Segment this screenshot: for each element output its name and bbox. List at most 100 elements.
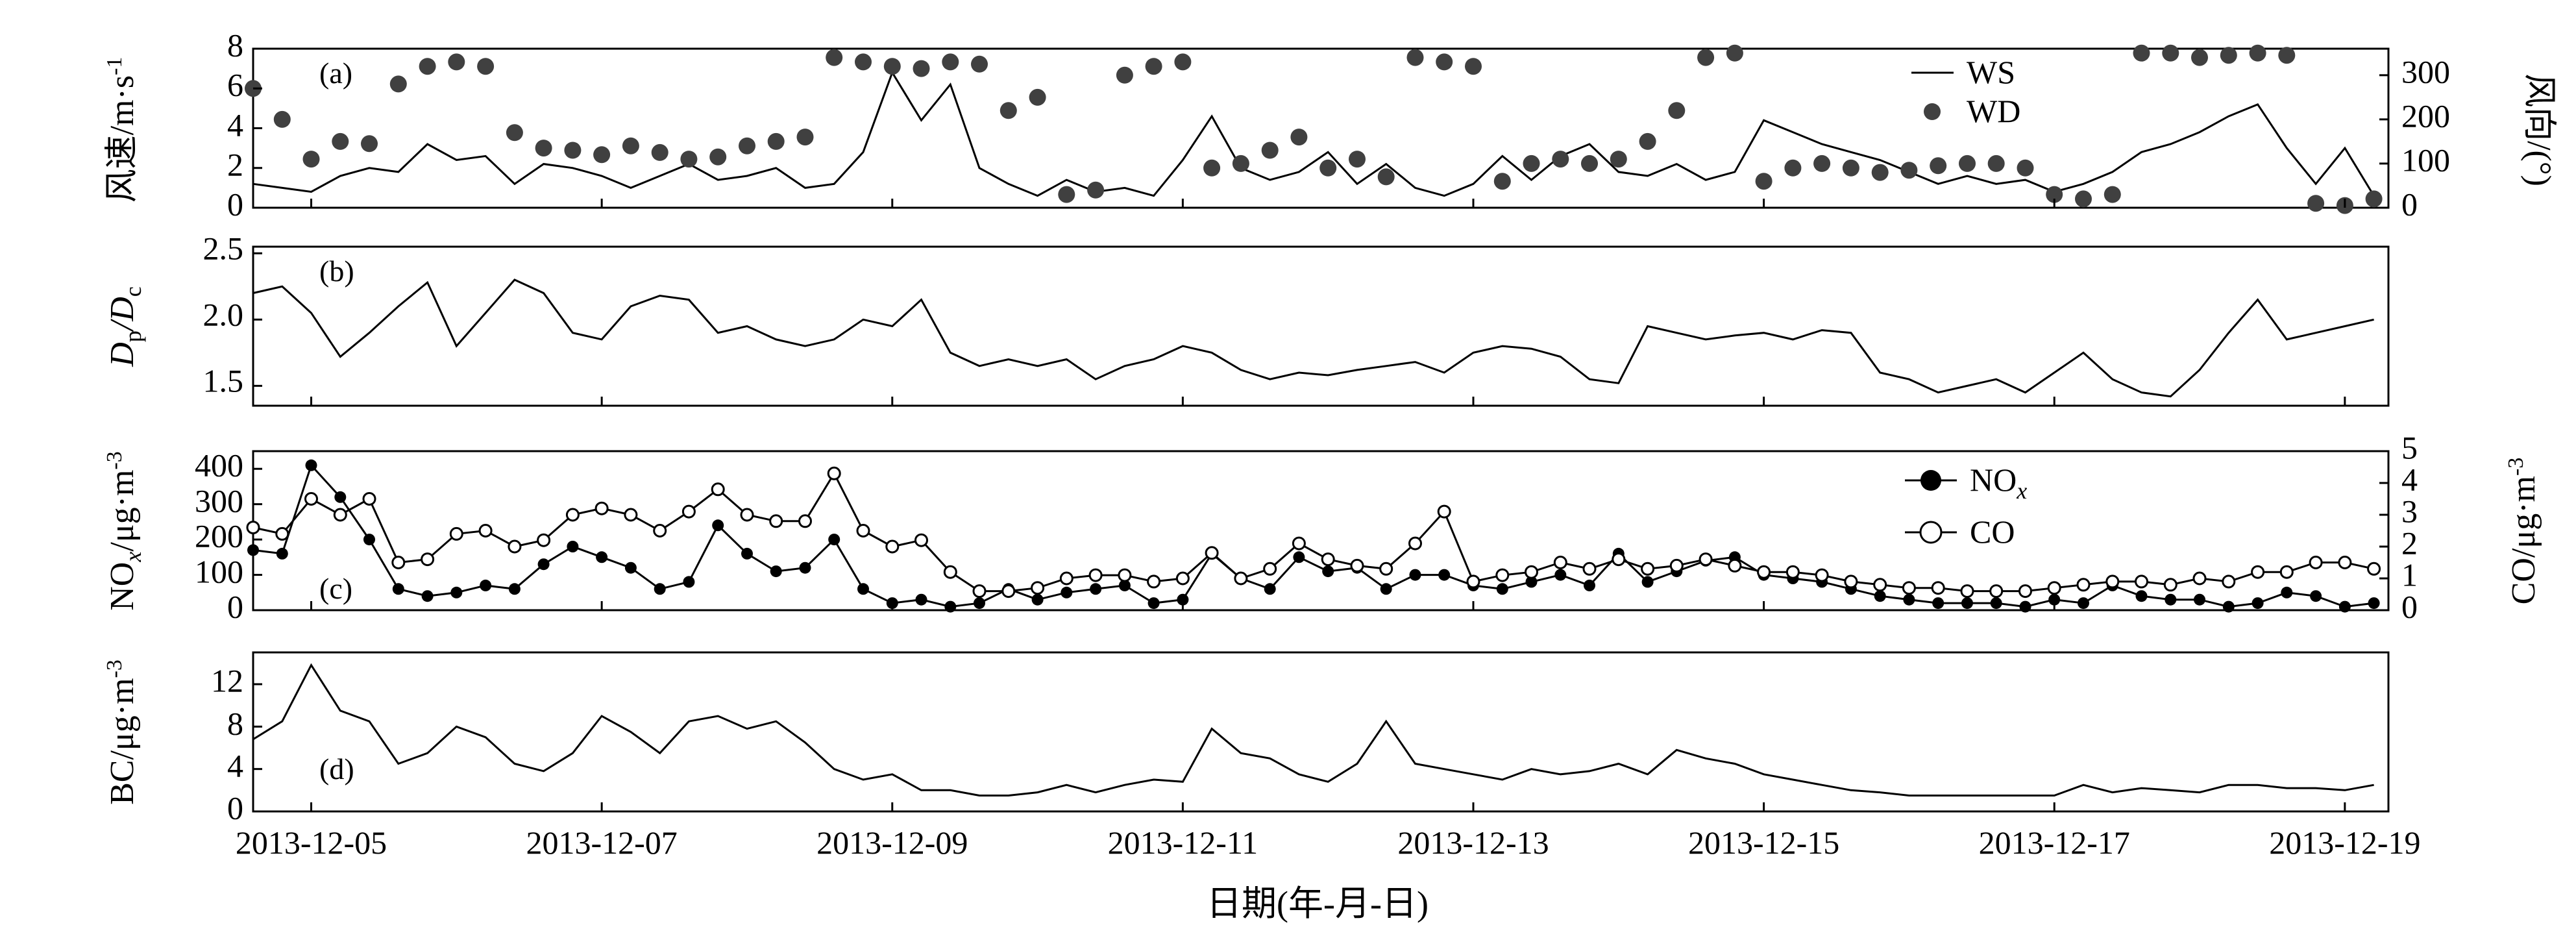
panel-a-ytick-right: 100 — [2401, 142, 2450, 178]
panel-c-co-marker — [304, 492, 318, 506]
panel-c-co-marker — [1960, 584, 1974, 599]
panel-a-ylabel-left: 风速/m·s-1 — [103, 57, 141, 203]
x-tick-label: 2013-12-15 — [1688, 824, 1839, 861]
panel-b: (b) 2.5 2.0 1.5 Dp/Dc — [104, 230, 2390, 407]
panel-c-co-marker — [2047, 581, 2061, 595]
panel-a-wd-marker — [651, 143, 669, 161]
panel-c-nox-marker — [1438, 569, 1451, 581]
panel-c-nox-marker — [944, 600, 957, 613]
panel-c-co-marker — [1408, 536, 1422, 550]
x-tick-label: 2013-12-13 — [1397, 824, 1549, 861]
panel-c-ylabel-left-sub: x — [120, 552, 146, 563]
panel-c-co-marker — [1525, 565, 1538, 579]
panel-c-nox-marker — [828, 534, 840, 546]
panel-c-co-marker — [798, 514, 812, 528]
x-tick-label: 2013-12-09 — [816, 824, 968, 861]
panel-a-wd-marker — [1523, 154, 1540, 172]
panel-c-ytick-right: 1 — [2401, 556, 2418, 593]
panel-c-co-marker — [1495, 568, 1510, 582]
panel-a-wd-marker — [1436, 53, 1453, 71]
panel-c-co-marker — [2163, 578, 2177, 592]
panel-c-nox-marker — [2165, 593, 2177, 606]
panel-c-co-marker — [653, 524, 667, 537]
legend-wd-swatch — [1924, 103, 1941, 120]
panel-d-series-line — [252, 663, 2374, 797]
panel-d-tag: (d) — [319, 752, 354, 785]
panel-c-co-marker — [769, 514, 783, 528]
panel-b-plot — [252, 252, 2374, 398]
panel-c-nox-marker — [712, 519, 724, 532]
x-tick-label: 2013-12-07 — [526, 824, 677, 861]
panel-a-wd-marker — [855, 53, 872, 71]
panel-c-nox-marker — [2194, 593, 2205, 606]
panel-c-nox-marker — [799, 562, 811, 574]
panel-a-wd-marker — [1261, 142, 1279, 159]
panel-d-ylabel: BC/μg·m-3 — [103, 660, 141, 805]
panel-c-ylabel-left-sup: -3 — [103, 451, 127, 469]
panel-a-wd-marker — [1174, 53, 1192, 71]
panel-c-nox-marker — [1990, 597, 2002, 610]
panel-c-nox-marker — [2368, 597, 2380, 610]
panel-a-wd-marker — [1058, 186, 1075, 203]
panel-a-wd-marker — [361, 135, 378, 153]
panel-c-co-marker — [1437, 504, 1451, 519]
panel-a-wd-marker — [2249, 44, 2266, 62]
panel-c-co-marker — [1989, 584, 2004, 599]
panel-a-wd-marker — [971, 55, 988, 73]
panel-c-co-marker — [1059, 571, 1073, 586]
panel-a-wd-marker — [942, 53, 959, 71]
panel-a-wd-marker — [1552, 151, 1569, 168]
panel-c-co-marker — [2105, 574, 2120, 589]
panel-c-nox-marker — [1409, 569, 1421, 581]
panel-a-wd-marker — [1145, 58, 1162, 75]
panel-a-wd-marker — [1842, 159, 1859, 177]
panel-c-nox-marker — [1031, 593, 1044, 606]
panel-c-nox-marker — [247, 544, 259, 556]
panel-c-co-marker — [827, 466, 841, 480]
panel-c-co-marker — [565, 508, 580, 522]
panel-a-ws-line — [252, 70, 2375, 197]
panel-d-frame — [252, 651, 2390, 813]
panel-c-tag: (c) — [319, 572, 352, 605]
x-axis-label: 日期(年-月-日) — [1207, 884, 1429, 923]
panel-c-nox-marker — [537, 558, 550, 571]
panel-c-co-marker — [1785, 565, 1800, 579]
panel-a-wd-marker — [1697, 49, 1715, 66]
panel-a-wd-marker — [1319, 159, 1337, 177]
panel-c-ylabel-right-sup: -3 — [2504, 458, 2528, 476]
panel-c-co-marker — [1350, 558, 1364, 573]
panel-a-wd-marker — [1639, 132, 1656, 150]
panel-a-wd-marker — [535, 140, 552, 157]
panel-c-nox-marker — [1874, 590, 1886, 602]
legend-co-label: CO — [1970, 513, 2015, 550]
panel-c-nox-marker — [276, 547, 288, 560]
panel-c-nox-marker — [1554, 569, 1567, 581]
panel-b-ytick: 2.0 — [203, 296, 244, 332]
panel-d-ytick: 4 — [227, 747, 243, 784]
panel-c-ytick-left: 0 — [227, 588, 243, 624]
legend-wd-label: WD — [1967, 93, 2020, 129]
panel-b-ylabel: Dp/Dc — [104, 286, 146, 367]
x-tick-label: 2013-12-05 — [236, 824, 387, 861]
panel-c-ytick-right: 0 — [2401, 588, 2418, 624]
panel-c-co-marker — [2192, 571, 2207, 586]
panel-c-co-marker — [2018, 584, 2032, 599]
panel-c-co-marker — [1757, 565, 1771, 579]
panel-c-co-marker — [1873, 578, 1887, 592]
legend-nox-label: NOx — [1970, 462, 2027, 504]
panel-c-co-marker — [943, 565, 957, 579]
panel-b-ytick: 1.5 — [203, 362, 244, 399]
panel-c-co-marker — [449, 526, 463, 541]
panel-c-nox-marker — [1961, 597, 1973, 610]
panel-a-wd-marker — [883, 58, 901, 75]
panel-a-wd-marker — [564, 142, 582, 159]
panel-b-tag: (b) — [319, 254, 354, 288]
panel-b-frame — [252, 245, 2390, 407]
panel-c-nox-marker — [654, 583, 666, 595]
panel-c-ylabel-left-a: NO — [104, 562, 141, 611]
panel-c-nox-marker — [1293, 551, 1305, 563]
panel-a-wd-marker — [1116, 66, 1133, 84]
panel-a-wd-marker — [1959, 154, 1976, 172]
panel-c-nox-marker — [1584, 579, 1595, 591]
panel-a-wd-marker — [1813, 154, 1831, 172]
